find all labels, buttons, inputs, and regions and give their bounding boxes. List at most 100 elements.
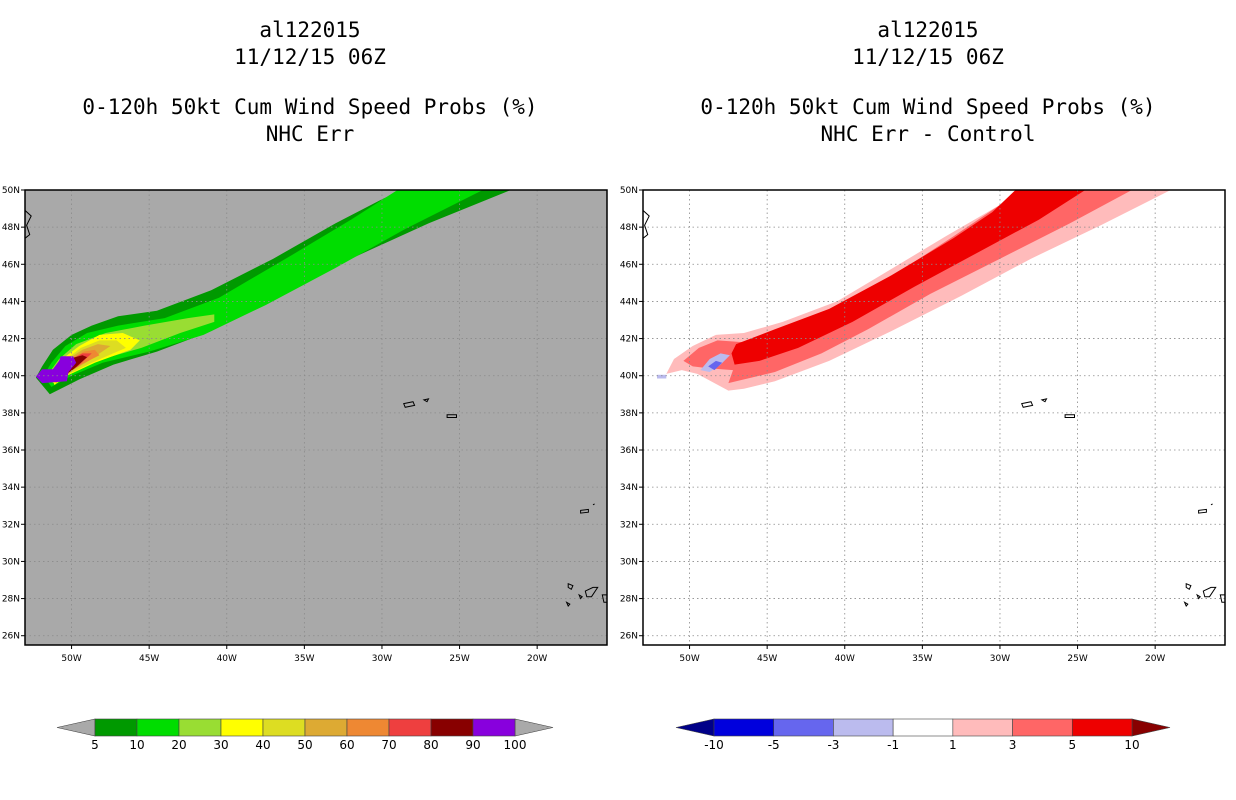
colorbar-high-triangle: [1131, 718, 1171, 737]
island-outline-1: [1040, 398, 1048, 403]
island-outline-5: [567, 582, 574, 591]
colorbar-label-100: 100: [504, 738, 527, 752]
x-tick-label-20W: 20W: [527, 654, 547, 664]
y-tick-label-28N: 28N: [2, 595, 20, 605]
colorbar-swatch-4: [952, 718, 1013, 737]
right-title-variant: NHC Err - Control: [820, 122, 1036, 146]
colorbar-label-10: 10: [1124, 738, 1139, 752]
y-tick-label-28N: 28N: [620, 595, 638, 605]
x-tick-label-30W: 30W: [990, 654, 1010, 664]
colorbar-swatch-1: [136, 718, 180, 737]
island-outline-0: [403, 401, 416, 408]
left-title-storm: al122015: [259, 18, 361, 42]
colorbar-label--1: -1: [887, 738, 899, 752]
colorbar-high-triangle: [514, 718, 554, 737]
y-tick-label-30N: 30N: [620, 557, 638, 567]
colorbar-swatch-6: [346, 718, 390, 737]
island-outline-3: [580, 508, 589, 514]
right-title-block: al122015 11/12/15 06Z 0-120h 50kt Cum Wi…: [648, 17, 1208, 148]
colorbar-swatch-5: [304, 718, 348, 737]
colorbar-label-80: 80: [423, 738, 438, 752]
island-outline-3: [1198, 508, 1207, 514]
plot-frame: [642, 189, 1226, 646]
x-tick-label-40W: 40W: [217, 654, 237, 664]
colorbar: -10 -5 -3 -1 1 3 5 10: [675, 718, 1171, 752]
colorbar-swatch-6: [1071, 718, 1133, 737]
y-tick-label-26N: 26N: [2, 632, 20, 642]
x-tick-label-20W: 20W: [1145, 654, 1165, 664]
y-tick-label-36N: 36N: [2, 446, 20, 456]
y-tick-label-44N: 44N: [2, 297, 20, 307]
left-title-product: 0-120h 50kt Cum Wind Speed Probs (%): [82, 95, 538, 119]
colorbar-swatch-4: [262, 718, 306, 737]
left-title-date: 11/12/15 06Z: [234, 45, 386, 69]
island-outline-5: [1185, 582, 1192, 591]
y-tick-label-30N: 30N: [2, 557, 20, 567]
contour-90-9: [35, 356, 77, 384]
island-outline-2: [1064, 414, 1075, 418]
colorbar-swatch-3: [892, 718, 954, 737]
colorbar-label-50: 50: [297, 738, 312, 752]
colorbar-label-40: 40: [255, 738, 270, 752]
y-tick-label-50N: 50N: [2, 186, 20, 196]
colorbar: 5 10 20 30 40 50 60 70 80 90 100: [56, 718, 554, 752]
contour--3-4: [708, 360, 723, 371]
y-tick-label-38N: 38N: [2, 409, 20, 419]
colorbar-label-3: 3: [1009, 738, 1017, 752]
colorbar-low-triangle: [56, 718, 96, 737]
colorbar-label-1: 1: [949, 738, 957, 752]
colorbar-swatch-2: [178, 718, 222, 737]
y-tick-label-44N: 44N: [620, 297, 638, 307]
y-tick-label-36N: 36N: [620, 446, 638, 456]
right-title-product: 0-120h 50kt Cum Wind Speed Probs (%): [700, 95, 1156, 119]
colorbar-label-20: 20: [171, 738, 186, 752]
colorbar-label-60: 60: [339, 738, 354, 752]
colorbar-swatch-2: [833, 718, 894, 737]
island-outline-6: [1196, 593, 1201, 600]
island-outline-7: [565, 601, 571, 607]
x-tick-label-25W: 25W: [449, 654, 469, 664]
panel-0: 50W 45W 40W 35W 30W 25W 20W 26N 28N 30N 32N 34N 36N 3…: [2, 186, 608, 752]
x-tick-label-35W: 35W: [912, 654, 932, 664]
colorbar-swatch-7: [388, 718, 432, 737]
y-tick-label-40N: 40N: [620, 372, 638, 382]
left-title-block: al122015 11/12/15 06Z 0-120h 50kt Cum Wi…: [30, 17, 590, 148]
island-outline-6: [578, 593, 583, 600]
coastline-newfoundland: [25, 210, 32, 239]
x-tick-label-35W: 35W: [294, 654, 314, 664]
colorbar-swatch-1: [773, 718, 834, 737]
left-title-variant: NHC Err: [265, 122, 355, 146]
island-outline-7: [1183, 601, 1189, 607]
x-tick-label-30W: 30W: [372, 654, 392, 664]
colorbar-label--10: -10: [704, 738, 724, 752]
contour-5-2: [731, 190, 1086, 365]
island-outline-8: [1202, 586, 1217, 598]
colorbar-swatch-5: [1012, 718, 1073, 737]
y-tick-label-34N: 34N: [620, 483, 638, 493]
colorbar-swatch-0: [713, 718, 775, 737]
island-outline-4: [1210, 503, 1213, 506]
x-tick-label-40W: 40W: [835, 654, 855, 664]
colorbar-swatch-8: [430, 718, 474, 737]
colorbar-label--3: -3: [827, 738, 839, 752]
island-outline-2: [446, 414, 457, 418]
y-tick-label-40N: 40N: [2, 372, 20, 382]
plot-area: [643, 190, 1225, 645]
x-tick-label-50W: 50W: [61, 654, 81, 664]
island-outline-1: [422, 398, 430, 403]
panel-1: 50W 45W 40W 35W 30W 25W 20W 26N 28N 30N 32N 34N 36N 3…: [620, 186, 1226, 752]
plot-area: [25, 190, 607, 645]
y-tick-label-42N: 42N: [2, 335, 20, 345]
y-tick-label-32N: 32N: [620, 520, 638, 530]
colorbar-label-90: 90: [465, 738, 480, 752]
colorbar-label-70: 70: [381, 738, 396, 752]
y-tick-label-38N: 38N: [620, 409, 638, 419]
island-outline-0: [1021, 401, 1034, 408]
y-tick-label-46N: 46N: [620, 260, 638, 270]
colorbar-swatch-0: [94, 718, 138, 737]
colorbar-label-30: 30: [213, 738, 228, 752]
x-tick-label-25W: 25W: [1067, 654, 1087, 664]
colorbar-label-10: 10: [129, 738, 144, 752]
right-title-storm: al122015: [877, 18, 979, 42]
plot-frame: [24, 189, 608, 646]
